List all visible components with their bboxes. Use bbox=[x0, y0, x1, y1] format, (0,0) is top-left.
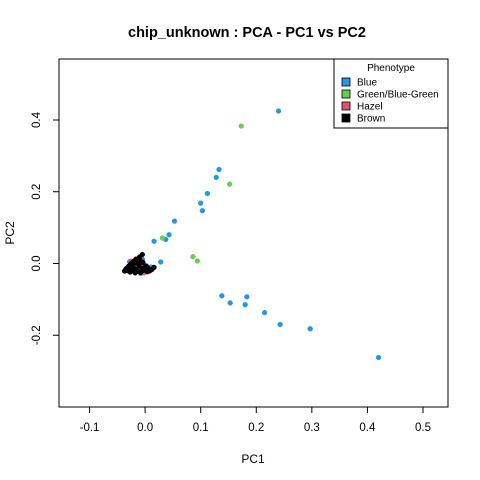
data-point bbox=[151, 264, 157, 271]
series-blue bbox=[126, 108, 382, 361]
data-point bbox=[238, 123, 244, 129]
legend-swatch bbox=[341, 113, 351, 123]
data-point bbox=[171, 218, 178, 224]
legend-entry: Brown bbox=[357, 114, 385, 125]
data-point bbox=[213, 174, 219, 181]
x-tick-label: 0.1 bbox=[193, 422, 209, 434]
x-axis-label: PC1 bbox=[241, 452, 265, 466]
data-point bbox=[145, 265, 152, 272]
y-tick-label: 0.0 bbox=[31, 255, 43, 271]
x-tick-label: -0.1 bbox=[80, 422, 100, 434]
data-point bbox=[244, 294, 250, 300]
series-green-blue-green bbox=[131, 123, 244, 272]
data-point bbox=[190, 254, 196, 260]
data-point bbox=[307, 326, 313, 332]
data-point bbox=[375, 354, 382, 361]
data-point bbox=[131, 260, 138, 266]
data-point bbox=[125, 268, 131, 274]
data-points bbox=[121, 108, 382, 361]
legend-entry: Blue bbox=[357, 78, 377, 89]
data-point bbox=[277, 321, 283, 328]
x-tick-label: 0.5 bbox=[415, 422, 431, 434]
legend-swatch bbox=[341, 101, 351, 111]
data-point bbox=[194, 258, 201, 264]
data-point bbox=[261, 309, 268, 316]
legend-title: Phenotype bbox=[367, 63, 415, 74]
legend-entry: Hazel bbox=[357, 102, 383, 113]
data-point bbox=[242, 302, 248, 308]
legend-box bbox=[333, 58, 449, 129]
data-point bbox=[134, 268, 141, 275]
x-tick-label: 0.2 bbox=[248, 422, 264, 434]
y-tick-label: 0.2 bbox=[31, 184, 43, 200]
series-brown bbox=[121, 251, 157, 276]
data-point bbox=[199, 208, 206, 214]
legend-entry: Green/Blue-Green bbox=[357, 90, 439, 101]
data-point bbox=[216, 166, 222, 173]
x-tick-label: 0.4 bbox=[359, 422, 376, 434]
y-axis: -0.2 0.0 0.2 0.4 bbox=[31, 111, 60, 345]
data-point bbox=[166, 232, 172, 238]
y-tick-label: -0.2 bbox=[31, 325, 43, 345]
legend-swatch bbox=[341, 77, 351, 87]
chart-title: chip_unknown : PCA - PC1 vs PC2 bbox=[128, 25, 366, 41]
x-axis: -0.1 0.0 0.1 0.2 0.3 0.4 0.5 bbox=[80, 406, 431, 434]
y-axis-label: PC2 bbox=[3, 221, 17, 245]
y-tick-label: 0.4 bbox=[31, 111, 43, 128]
data-point bbox=[226, 181, 233, 187]
data-point bbox=[159, 235, 166, 241]
data-point bbox=[204, 190, 211, 197]
data-point bbox=[275, 108, 282, 114]
data-point bbox=[158, 259, 164, 265]
data-point bbox=[227, 300, 233, 306]
x-tick-label: 0.3 bbox=[304, 422, 320, 434]
legend-swatch bbox=[341, 89, 351, 99]
data-point bbox=[151, 238, 157, 244]
data-point bbox=[219, 293, 225, 299]
x-tick-label: 0.0 bbox=[137, 422, 153, 434]
data-point bbox=[137, 257, 143, 263]
data-point bbox=[198, 200, 204, 206]
